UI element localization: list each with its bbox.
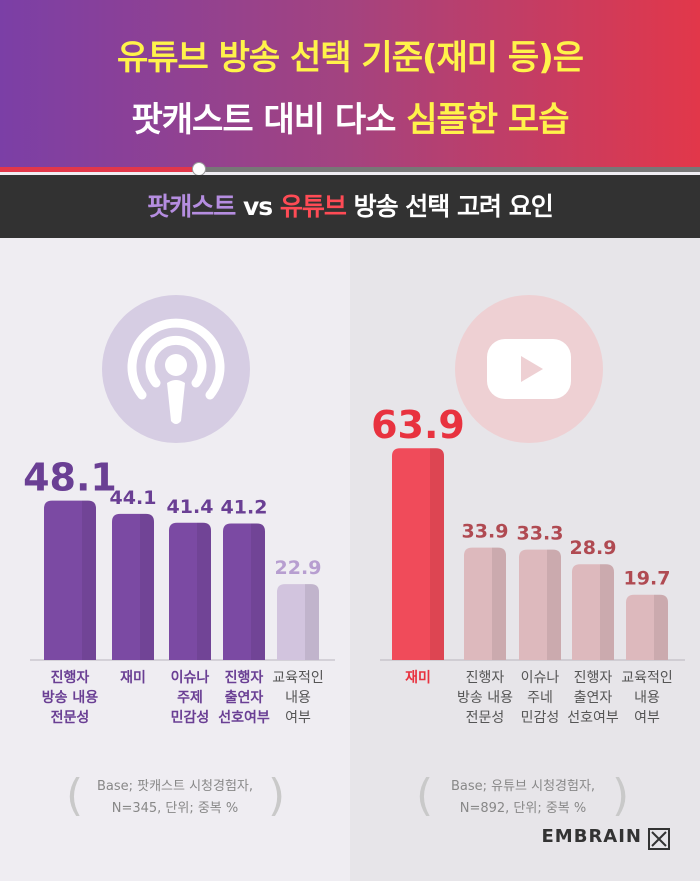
- bar: [464, 547, 506, 660]
- value-label: 33.9: [462, 521, 509, 543]
- category-label: 민감성: [171, 709, 210, 726]
- bar: [392, 448, 444, 660]
- subtitle-bar: 팟캐스트 vs 유튜브 방송 선택 고려 요인: [0, 175, 700, 238]
- title-line-1-text: 유튜브 방송 선택 기준(재미 등)은: [116, 38, 584, 78]
- paren-right-close: ): [612, 770, 630, 821]
- youtube-play-icon: [455, 295, 603, 443]
- category-label: 주네: [527, 690, 553, 706]
- paren-left-open: (: [66, 770, 84, 821]
- value-label: 44.1: [110, 487, 157, 509]
- value-label: 22.9: [275, 557, 322, 579]
- category-label: 재미: [405, 670, 431, 686]
- title-line-2-plain: 팟캐스트 대비 다소: [131, 100, 407, 140]
- bar: [572, 564, 614, 660]
- title-line-2-highlight: 심플한 모습: [406, 100, 569, 140]
- divider-left: [0, 167, 200, 172]
- category-label: 전문성: [466, 710, 505, 726]
- value-label: 33.3: [517, 523, 564, 545]
- brand-logo-icon: [648, 828, 670, 850]
- category-label: 전문성: [51, 709, 90, 726]
- bar: [277, 584, 319, 660]
- category-label: 방송 내용: [42, 689, 99, 706]
- bar-shade: [251, 523, 265, 660]
- subtitle-rest: 방송 선택 고려 요인: [345, 192, 554, 221]
- category-label: 교육적인: [621, 670, 673, 686]
- paren-left-close: ): [268, 770, 286, 821]
- podcast-icon: [102, 295, 250, 443]
- value-label: 63.9: [371, 403, 465, 447]
- value-label: 28.9: [570, 537, 617, 559]
- base-note-youtube-line2: N=892, 단위; 중복 %: [459, 801, 587, 816]
- bar: [44, 500, 96, 660]
- category-label: 선호여부: [218, 709, 270, 726]
- bar-shade: [654, 594, 668, 660]
- value-label: 41.4: [167, 496, 214, 518]
- bar: [169, 522, 211, 660]
- category-label: 방송 내용: [457, 690, 513, 706]
- base-note-youtube-line1: Base; 유튜브 시청경험자,: [450, 779, 596, 794]
- base-note-podcast: Base; 팟캐스트 시청경험자, N=345, 단위; 중복 %: [60, 776, 290, 820]
- divider-right: [200, 167, 700, 172]
- divider-bar: [0, 162, 700, 176]
- header-banner: 유튜브 방송 선택 기준(재미 등)은 팟캐스트 대비 다소 심플한 모습: [0, 0, 700, 170]
- category-label: 민감성: [521, 710, 560, 726]
- bar: [112, 513, 154, 660]
- category-label: 진행자: [574, 670, 613, 686]
- base-note-youtube: Base; 유튜브 시청경험자, N=892, 단위; 중복 %: [408, 776, 638, 820]
- category-label: 주제: [177, 690, 203, 706]
- category-label: 진행자: [466, 670, 505, 686]
- paren-right-open: (: [416, 770, 434, 821]
- divider-dot: [192, 162, 206, 176]
- bar-shade: [140, 513, 154, 660]
- category-label: 진행자: [225, 669, 264, 686]
- category-label: 여부: [285, 710, 311, 726]
- bar: [519, 549, 561, 660]
- bar: [223, 523, 265, 660]
- title-line-1: 유튜브 방송 선택 기준(재미 등)은: [0, 30, 700, 79]
- value-label: 19.7: [624, 568, 671, 590]
- base-note-podcast-line1: Base; 팟캐스트 시청경험자,: [96, 779, 254, 794]
- bar-shade: [492, 547, 506, 660]
- category-label: 교육적인: [272, 670, 324, 686]
- subtitle-podcast: 팟캐스트: [147, 192, 236, 221]
- title-line-2: 팟캐스트 대비 다소 심플한 모습: [0, 92, 700, 141]
- category-label: 재미: [120, 670, 146, 686]
- bar-shade: [197, 522, 211, 660]
- brand-logo-text: EMBRAIN: [541, 826, 642, 847]
- category-label: 이슈나: [521, 670, 560, 686]
- bar-shade: [305, 584, 319, 660]
- bar-shade: [547, 549, 561, 660]
- category-label: 여부: [634, 710, 660, 726]
- category-label: 출연자: [574, 690, 613, 706]
- base-note-podcast-line2: N=345, 단위; 중복 %: [111, 801, 239, 816]
- category-label: 내용: [634, 690, 660, 706]
- category-label: 내용: [285, 690, 311, 706]
- category-label: 출연자: [225, 689, 264, 706]
- value-label: 41.2: [221, 496, 268, 518]
- subtitle-vs: vs: [235, 192, 280, 221]
- value-label: 48.1: [23, 456, 117, 500]
- bar-shade: [430, 448, 444, 660]
- bar-shade: [82, 500, 96, 660]
- bar: [626, 594, 668, 660]
- category-label: 이슈나: [171, 669, 210, 686]
- subtitle-youtube: 유튜브: [279, 192, 347, 221]
- bar-shade: [600, 564, 614, 660]
- category-label: 선호여부: [567, 710, 619, 726]
- category-label: 진행자: [51, 669, 90, 686]
